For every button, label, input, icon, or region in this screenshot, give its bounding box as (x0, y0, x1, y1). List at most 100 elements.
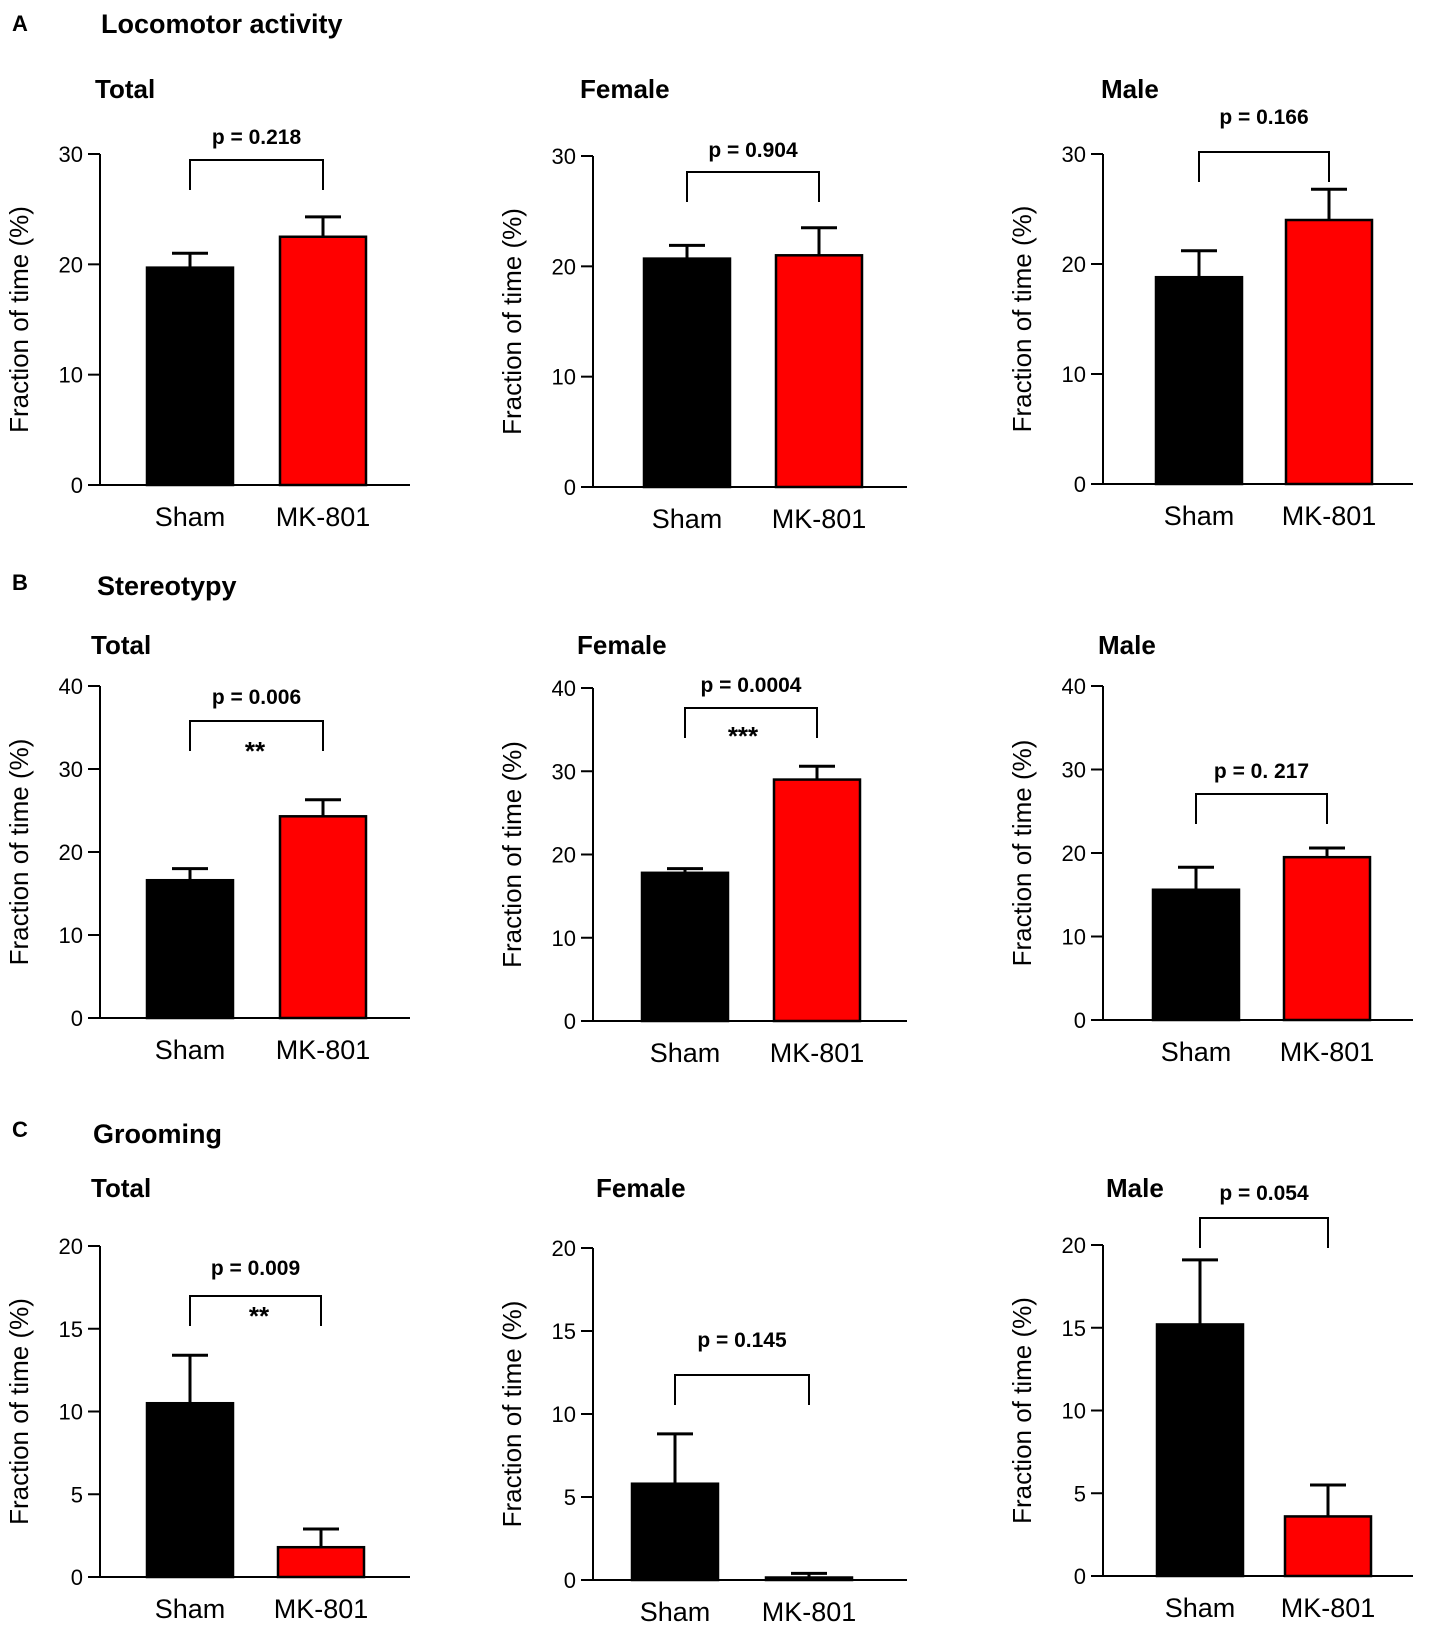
y-axis-label: Fraction of time (%) (1007, 740, 1037, 967)
y-tick-label: 10 (59, 363, 83, 388)
category-label: Sham (1164, 501, 1235, 531)
y-tick-label: 10 (59, 1400, 83, 1425)
p-value-label: p = 0.166 (1219, 106, 1308, 129)
y-tick-label: 0 (1074, 472, 1086, 497)
panel-title-b: Stereotypy (97, 571, 237, 601)
y-tick-label: 0 (564, 475, 576, 500)
y-tick-label: 20 (1062, 252, 1086, 277)
y-tick-label: 20 (59, 1234, 83, 1259)
category-label: Sham (155, 502, 226, 532)
significance-bracket (189, 159, 324, 190)
charts-container: Total Fraction of time (%) 0 10 20 30 Sham MK-8… (4, 74, 1413, 1627)
p-value-label: p = 0.006 (212, 686, 301, 709)
category-label: MK-801 (762, 1597, 857, 1627)
category-label: MK-801 (1282, 501, 1377, 531)
chart-b-female: Female Fraction of time (%) 0 10 20 30 40 Sham M… (497, 630, 907, 1068)
bar-mk-801 (1282, 855, 1372, 1022)
chart-title: Male (1098, 630, 1156, 660)
y-axis-label: Fraction of time (%) (497, 208, 527, 435)
chart-title: Male (1106, 1173, 1164, 1203)
category-label: MK-801 (274, 1594, 369, 1624)
y-tick-label: 10 (1062, 925, 1086, 950)
category-label: Sham (155, 1594, 226, 1624)
y-tick-label: 40 (552, 676, 576, 701)
category-label: MK-801 (276, 1035, 371, 1065)
bar-mk-801 (278, 815, 368, 1020)
panel-title-a: Locomotor activity (101, 9, 343, 39)
significance-bracket (674, 1374, 810, 1405)
category-label: MK-801 (1281, 1593, 1376, 1623)
chart-a-female: Female Fraction of time (%) 0 10 20 30 Sham MK-… (497, 74, 907, 534)
y-tick-label: 10 (552, 365, 576, 390)
significance-bracket (684, 707, 818, 738)
bar-sham (145, 266, 235, 487)
y-tick-label: 20 (552, 1236, 576, 1261)
chart-title: Female (580, 74, 670, 104)
bar-sham (640, 871, 730, 1023)
category-label: Sham (155, 1035, 226, 1065)
y-tick-label: 0 (564, 1568, 576, 1593)
chart-a-male: Male Fraction of time (%) 0 10 20 30 Sham MK-80… (1007, 74, 1413, 531)
category-label: Sham (1161, 1037, 1232, 1067)
y-tick-label: 20 (1062, 841, 1086, 866)
y-axis-label: Fraction of time (%) (1007, 206, 1037, 433)
chart-title: Total (91, 630, 151, 660)
chart-title: Female (577, 630, 667, 660)
y-tick-label: 20 (59, 252, 83, 277)
category-label: Sham (650, 1038, 721, 1068)
significance-stars: ** (249, 1301, 270, 1331)
bar-sham (145, 878, 235, 1020)
chart-b-male: Male Fraction of time (%) 0 10 20 30 40 Sham MK-… (1007, 630, 1413, 1067)
bar-sham (1154, 275, 1244, 486)
y-tick-label: 15 (552, 1319, 576, 1344)
bar-mk-801 (1283, 1515, 1373, 1578)
category-label: Sham (640, 1597, 711, 1627)
y-tick-label: 10 (59, 923, 83, 948)
category-label: MK-801 (276, 502, 371, 532)
bar-sham (1155, 1323, 1245, 1578)
y-tick-label: 10 (1062, 362, 1086, 387)
chart-c-total: Total Fraction of time (%) 0 5 10 15 20 Sham MK-… (4, 1173, 410, 1624)
y-tick-label: 5 (71, 1482, 83, 1507)
y-tick-label: 0 (71, 1565, 83, 1590)
y-tick-label: 20 (1062, 1233, 1086, 1258)
chart-c-female: Female Fraction of time (%) 0 5 10 15 20 Sham MK… (497, 1173, 907, 1627)
y-tick-label: 0 (1074, 1564, 1086, 1589)
p-value-label: p = 0. 217 (1214, 760, 1309, 783)
y-tick-label: 30 (1062, 142, 1086, 167)
y-tick-label: 20 (552, 843, 576, 868)
bar-mk-801 (276, 1545, 366, 1579)
y-tick-label: 0 (71, 473, 83, 498)
y-tick-label: 15 (59, 1317, 83, 1342)
y-tick-label: 0 (71, 1006, 83, 1031)
chart-title: Male (1101, 74, 1159, 104)
y-tick-label: 30 (59, 757, 83, 782)
bar-mk-801 (772, 778, 862, 1023)
bar-mk-801 (1284, 218, 1374, 486)
panel-title-c: Grooming (93, 1119, 222, 1149)
y-axis-label: Fraction of time (%) (4, 206, 34, 433)
category-label: Sham (652, 504, 723, 534)
bar-sham (630, 1482, 720, 1582)
y-tick-label: 0 (564, 1009, 576, 1034)
panel-letter-c: C (12, 1117, 28, 1142)
panel-letter-b: B (12, 570, 28, 595)
bar-sham (1151, 888, 1241, 1022)
category-label: MK-801 (770, 1038, 865, 1068)
panel-letter-a: A (12, 11, 28, 36)
category-label: Sham (1165, 1593, 1236, 1623)
bar-mk-801 (764, 1576, 854, 1582)
chart-title: Total (91, 1173, 151, 1203)
significance-bracket (1198, 151, 1330, 182)
bar-mk-801 (774, 254, 864, 489)
significance-bracket (189, 1295, 322, 1326)
y-tick-label: 15 (1062, 1316, 1086, 1341)
chart-b-total: Total Fraction of time (%) 0 10 20 30 40 Sham MK… (4, 630, 410, 1065)
y-tick-label: 30 (59, 142, 83, 167)
significance-bracket (686, 171, 820, 202)
bar-mk-801 (278, 235, 368, 487)
significance-stars: *** (728, 721, 759, 751)
y-axis-label: Fraction of time (%) (497, 1301, 527, 1528)
y-tick-label: 40 (59, 674, 83, 699)
